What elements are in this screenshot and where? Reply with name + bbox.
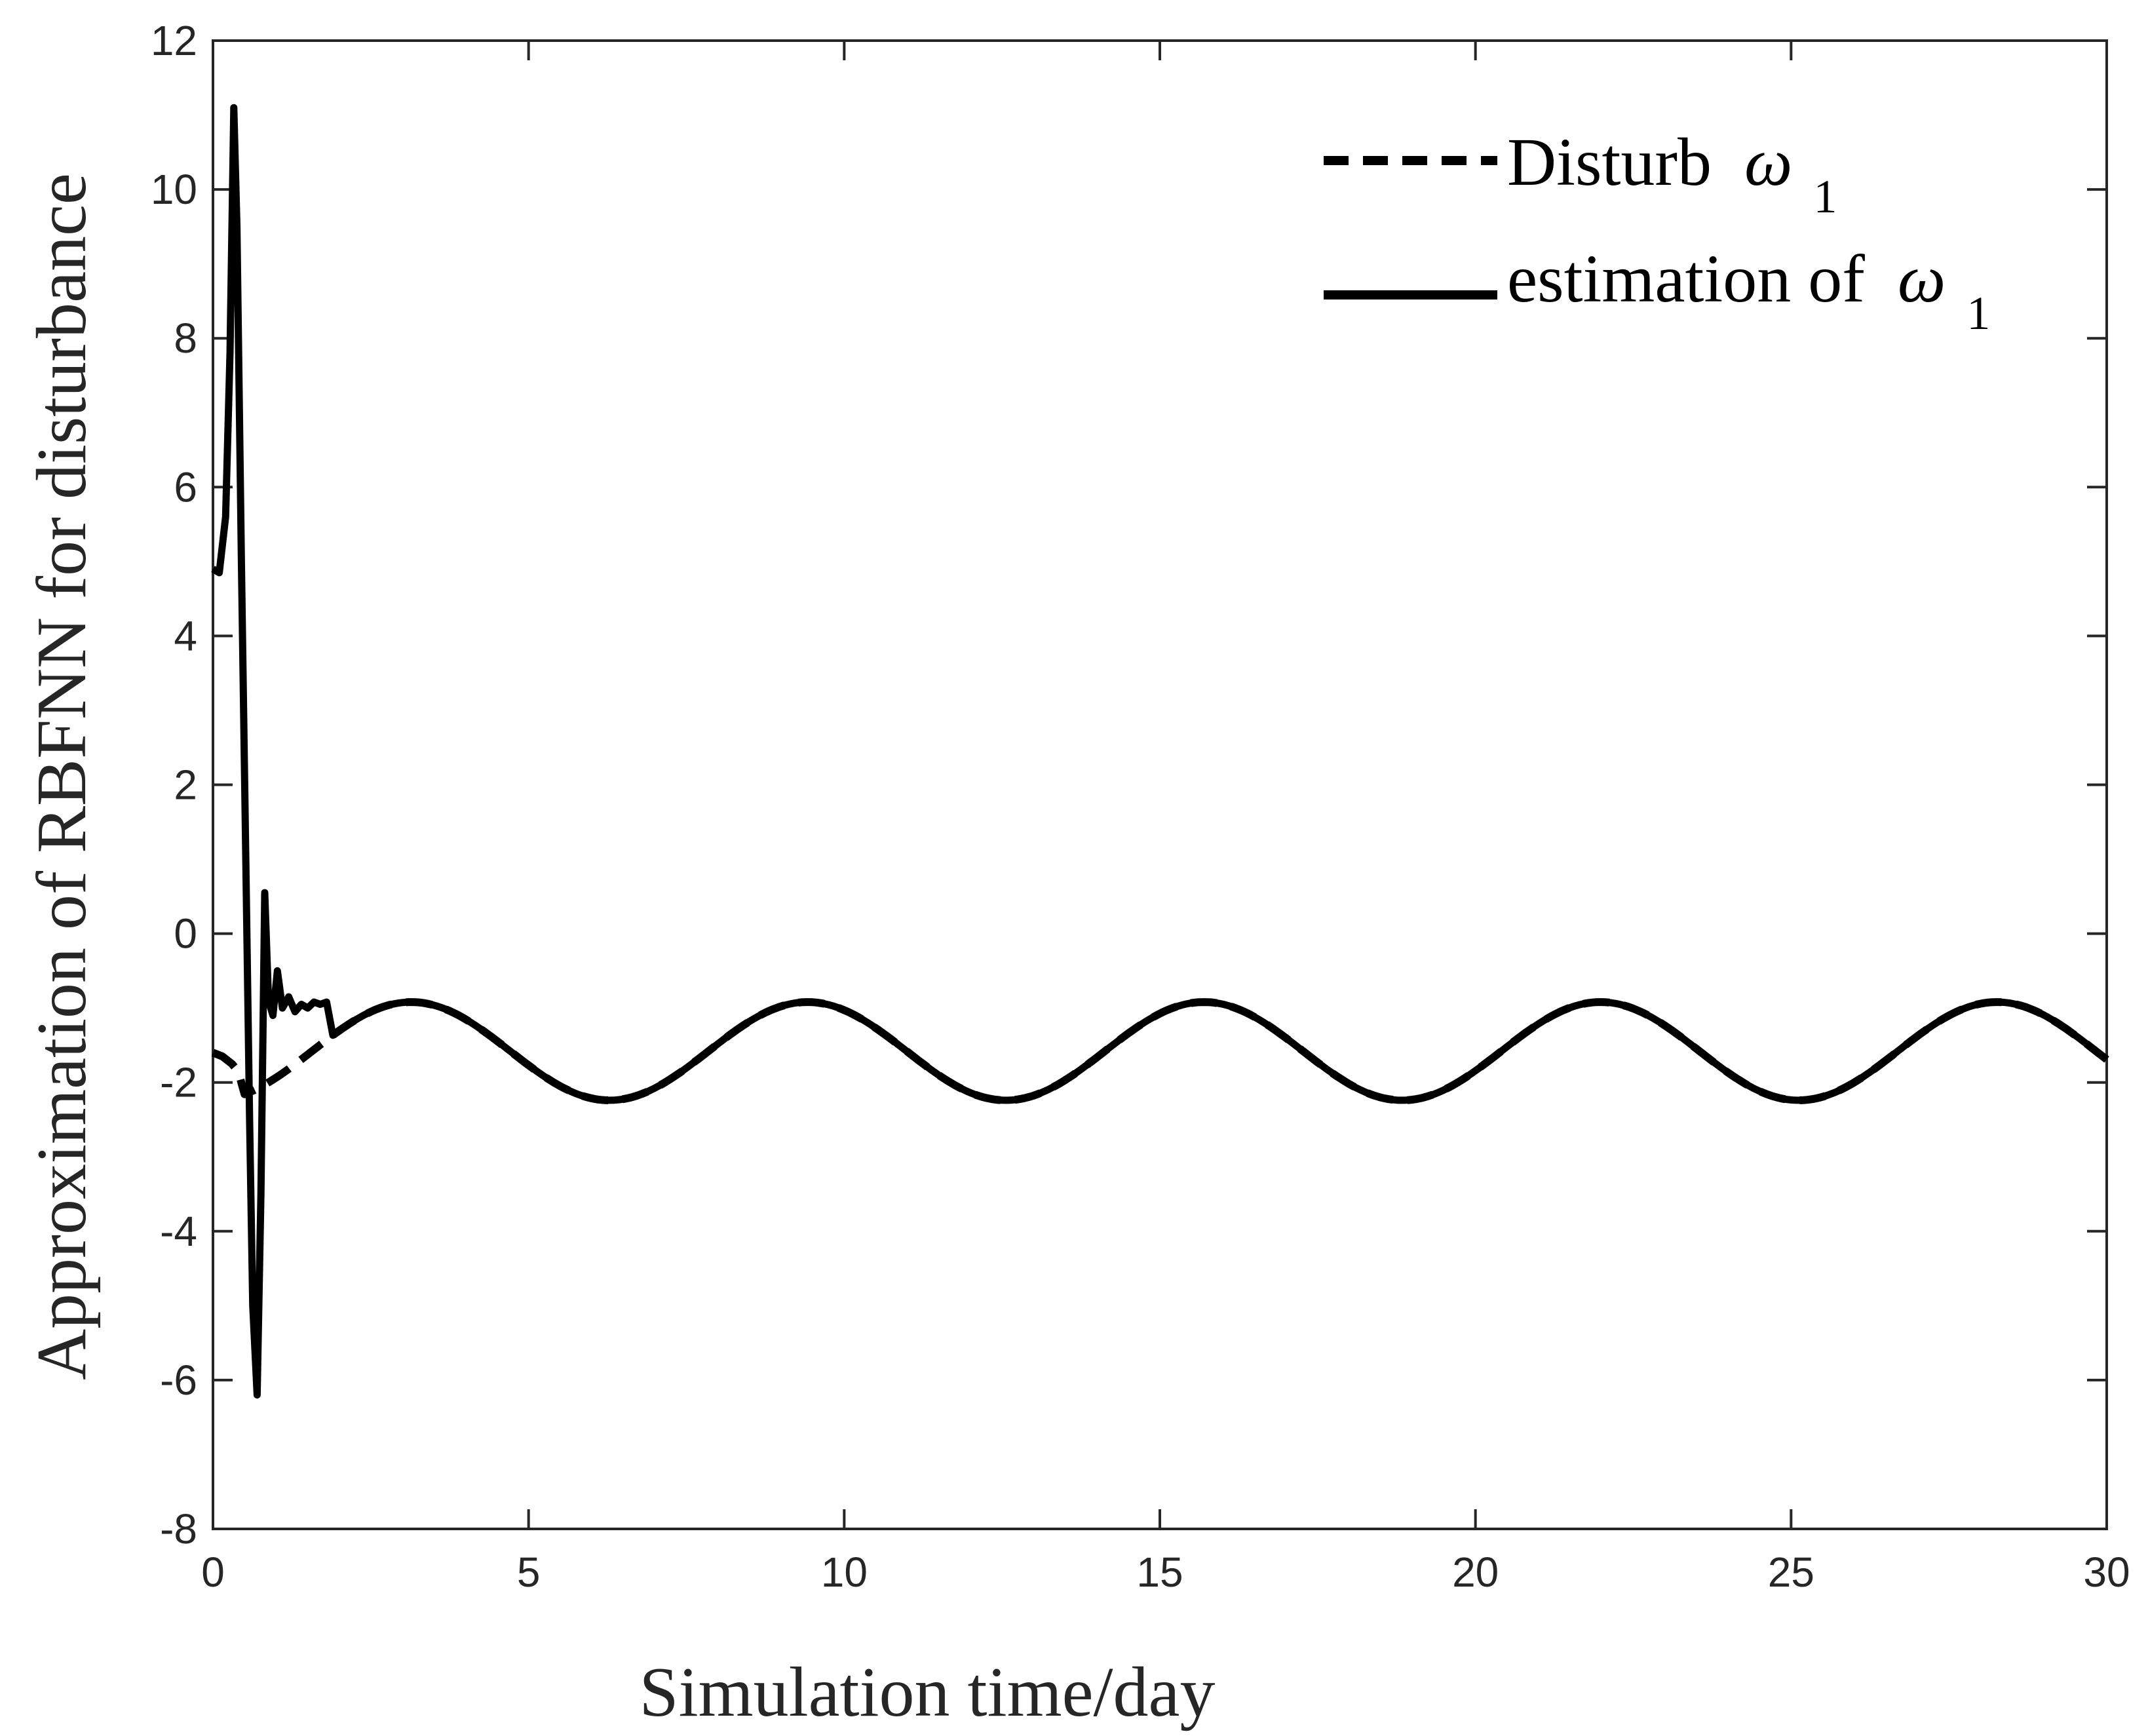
x-tick-label: 0 (201, 1549, 225, 1596)
legend-estimation-omega: ω (1898, 241, 1946, 317)
legend-estimation-subscript: 1 (1966, 287, 1990, 339)
y-tick-label: 4 (174, 612, 197, 659)
x-tick-label: 30 (2083, 1549, 2130, 1596)
series-layer (211, 104, 2109, 1399)
axis-ticks: 0 5 10 15 20 25 30 -8 -6 -4 -2 0 2 4 6 8 10 12 (151, 17, 2130, 1596)
legend: Disturb ω 1 estimation of ω 1 (1324, 125, 1990, 339)
y-tick-label: 8 (174, 315, 197, 362)
y-tick-label: 12 (151, 17, 197, 64)
y-tick-label: 2 (174, 762, 197, 809)
series-line-estimation (211, 104, 2109, 1399)
legend-disturb-subscript: 1 (1813, 170, 1837, 223)
legend-disturb-label: Disturb ω 1 (1507, 125, 1837, 223)
x-tick-label: 5 (517, 1549, 541, 1596)
y-tick-label: 0 (174, 910, 197, 957)
x-axis-title: Simulation time/day (640, 1653, 1216, 1731)
y-tick-label: -8 (160, 1505, 197, 1553)
x-tick-label: 20 (1452, 1549, 1499, 1596)
y-tick-label: -4 (160, 1208, 197, 1255)
legend-estimation-name: estimation of (1507, 241, 1865, 317)
legend-disturb-name: Disturb (1507, 125, 1712, 200)
legend-disturb-omega: ω (1744, 125, 1792, 200)
x-tick-label: 25 (1768, 1549, 1814, 1596)
y-tick-label: -2 (160, 1059, 197, 1106)
legend-estimation-label: estimation of ω 1 (1507, 241, 1990, 339)
y-tick-label: 10 (151, 166, 197, 213)
y-axis-title: Approximation of RBFNN for disturbance (23, 173, 101, 1380)
y-tick-label: 6 (174, 463, 197, 511)
x-tick-label: 10 (821, 1549, 868, 1596)
x-tick-label: 15 (1136, 1549, 1183, 1596)
y-tick-label: -6 (160, 1357, 197, 1404)
plot-area (212, 39, 2108, 1530)
